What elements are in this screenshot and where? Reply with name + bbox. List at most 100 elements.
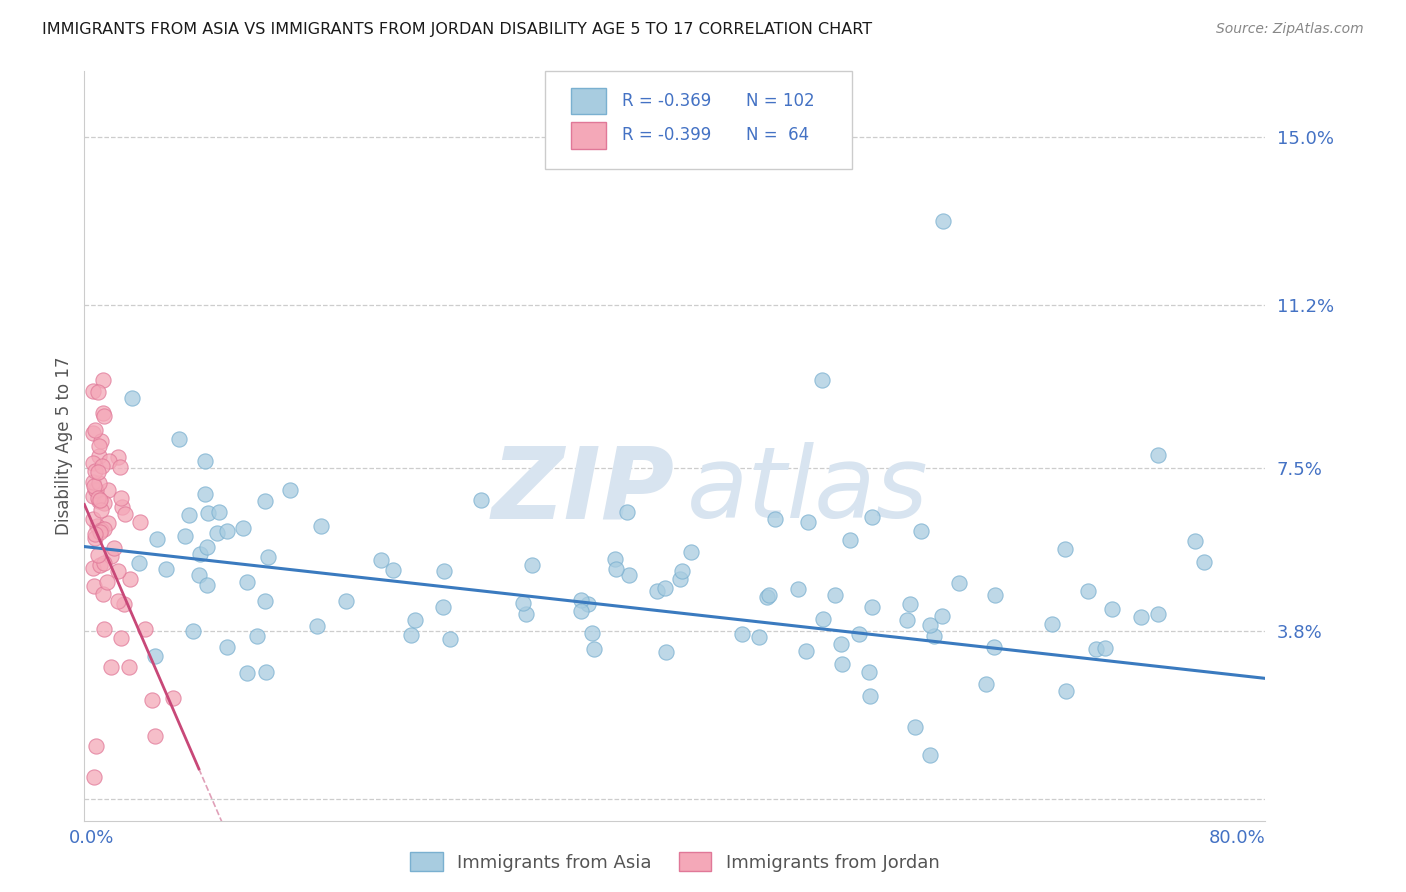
Point — [470, 493, 492, 508]
Point — [82, 456, 104, 470]
Text: N =  64: N = 64 — [745, 126, 808, 144]
Point — [215, 640, 238, 655]
Point — [948, 575, 970, 590]
Point — [1084, 642, 1107, 657]
Point — [112, 597, 135, 611]
Point — [121, 391, 143, 405]
Point — [758, 588, 780, 602]
Point — [107, 565, 129, 579]
Point — [93, 409, 115, 423]
Point — [932, 214, 955, 228]
Point — [84, 483, 107, 497]
Point — [82, 475, 104, 490]
Point — [1192, 555, 1215, 569]
Point — [87, 491, 110, 505]
Point — [205, 525, 228, 540]
Point — [831, 657, 853, 671]
Point — [93, 622, 115, 636]
Point — [860, 600, 883, 615]
Point — [432, 599, 454, 614]
Point — [569, 604, 592, 618]
Point — [82, 490, 104, 504]
Point — [108, 459, 131, 474]
Point — [84, 531, 107, 545]
Text: ZIP: ZIP — [492, 442, 675, 540]
Point — [89, 493, 111, 508]
Text: R = -0.399: R = -0.399 — [621, 126, 711, 144]
Point — [89, 558, 111, 572]
Point — [177, 508, 200, 523]
Point — [616, 506, 638, 520]
Point — [100, 659, 122, 673]
Point — [1147, 448, 1170, 462]
Point — [91, 373, 114, 387]
Point — [86, 519, 108, 533]
Point — [96, 575, 118, 590]
Point — [91, 586, 114, 600]
Point — [128, 556, 150, 570]
Point — [143, 729, 166, 743]
Point — [1146, 607, 1168, 622]
Point — [215, 524, 238, 538]
Point — [922, 630, 945, 644]
Text: N = 102: N = 102 — [745, 93, 814, 111]
Point — [786, 582, 808, 596]
Point — [824, 588, 846, 602]
Point — [679, 545, 702, 559]
Point — [232, 521, 254, 535]
Point — [173, 528, 195, 542]
Y-axis label: Disability Age 5 to 17: Disability Age 5 to 17 — [55, 357, 73, 535]
Point — [655, 645, 678, 659]
Point — [512, 596, 534, 610]
Point — [896, 613, 918, 627]
Point — [794, 644, 817, 658]
Point — [208, 505, 231, 519]
Point — [162, 690, 184, 705]
Point — [305, 619, 328, 633]
Point — [128, 515, 150, 529]
Point — [236, 574, 259, 589]
Point — [763, 512, 786, 526]
Point — [91, 458, 114, 473]
Point — [83, 579, 105, 593]
Point — [974, 677, 997, 691]
Point — [848, 627, 870, 641]
FancyBboxPatch shape — [571, 87, 606, 114]
Point — [1077, 584, 1099, 599]
Point — [118, 660, 141, 674]
Point — [309, 519, 332, 533]
Point — [830, 637, 852, 651]
Point — [103, 541, 125, 555]
Text: Source: ZipAtlas.com: Source: ZipAtlas.com — [1216, 22, 1364, 37]
Point — [93, 522, 115, 536]
Point — [89, 439, 111, 453]
Point — [860, 509, 883, 524]
Point — [1040, 617, 1063, 632]
Point — [83, 479, 105, 493]
Point — [1184, 534, 1206, 549]
Point — [181, 624, 204, 638]
Point — [605, 562, 627, 576]
Point — [984, 588, 1007, 602]
Point — [155, 562, 177, 576]
Point — [253, 494, 276, 508]
Point — [671, 565, 693, 579]
Point — [194, 487, 217, 501]
Point — [97, 516, 120, 530]
Point — [246, 629, 269, 643]
Point — [84, 464, 107, 478]
Point — [257, 550, 280, 565]
Point — [569, 593, 592, 607]
Point — [107, 450, 129, 465]
Point — [90, 523, 112, 537]
Point — [581, 625, 603, 640]
Point — [87, 548, 110, 562]
Point — [811, 612, 834, 626]
Point — [100, 549, 122, 564]
Point — [1094, 640, 1116, 655]
Point — [82, 512, 104, 526]
Point — [617, 568, 640, 582]
Point — [107, 593, 129, 607]
Point — [280, 483, 302, 497]
Point — [731, 627, 754, 641]
